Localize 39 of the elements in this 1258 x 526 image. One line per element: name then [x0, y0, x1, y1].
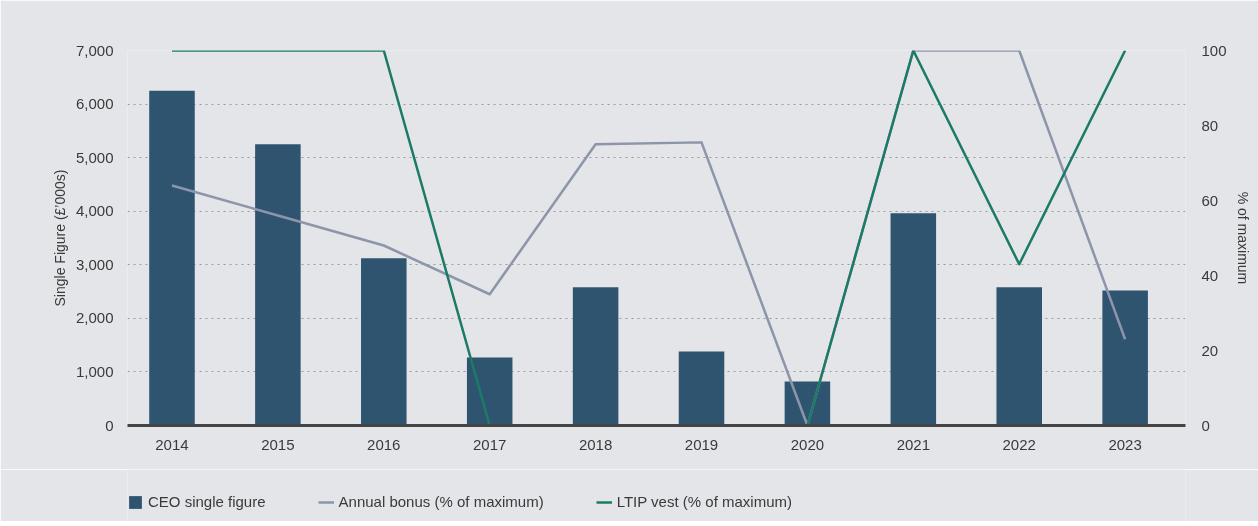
- bar: [890, 213, 937, 426]
- y-tick-label: 2,000: [75, 309, 114, 327]
- y-tick-label: 7,000: [75, 41, 114, 59]
- legend-label: Annual bonus (% of maximum): [338, 493, 544, 510]
- x-tick-label: 2014: [155, 435, 189, 453]
- y2-tick-label: 60: [1201, 191, 1219, 209]
- x-tick-label: 2015: [261, 435, 295, 453]
- y-tick-label: 1,000: [75, 362, 114, 380]
- y-tick-label: 4,000: [75, 202, 114, 220]
- y2-axis-title: % of maximum: [1234, 191, 1251, 285]
- bar: [1102, 290, 1148, 426]
- y2-tick-label: 0: [1201, 416, 1210, 434]
- x-tick-label: 2019: [684, 435, 719, 453]
- y-axis-title: Single Figure (£’000s): [51, 169, 68, 307]
- y2-tick-label: 100: [1201, 41, 1227, 59]
- bar: [255, 144, 301, 426]
- legend-label: LTIP vest (% of maximum): [616, 493, 792, 510]
- line-series: [170, 50, 1127, 426]
- y-tick-label: 5,000: [75, 148, 114, 166]
- legend-label: CEO single figure: [148, 493, 266, 510]
- y-tick-label: 3,000: [75, 255, 114, 273]
- y2-tick-label: 20: [1201, 341, 1219, 359]
- y2-tick-label: 80: [1201, 116, 1219, 134]
- bar: [678, 351, 725, 426]
- x-tick-label: 2016: [367, 435, 401, 453]
- bar: [466, 357, 513, 426]
- y2-tick-label: 40: [1201, 266, 1219, 284]
- y-tick-label: 0: [105, 416, 114, 434]
- y-tick-label: 6,000: [75, 95, 114, 113]
- x-tick-label: 2017: [473, 435, 507, 453]
- bar: [996, 287, 1042, 426]
- x-tick-label: 2023: [1108, 435, 1142, 453]
- bar: [149, 90, 195, 426]
- bar: [361, 258, 407, 426]
- bar: [572, 287, 619, 426]
- x-tick-label: 2022: [1002, 435, 1036, 453]
- x-tick-label: 2021: [896, 435, 931, 453]
- x-tick-label: 2018: [578, 435, 613, 453]
- x-tick-label: 2020: [790, 435, 825, 453]
